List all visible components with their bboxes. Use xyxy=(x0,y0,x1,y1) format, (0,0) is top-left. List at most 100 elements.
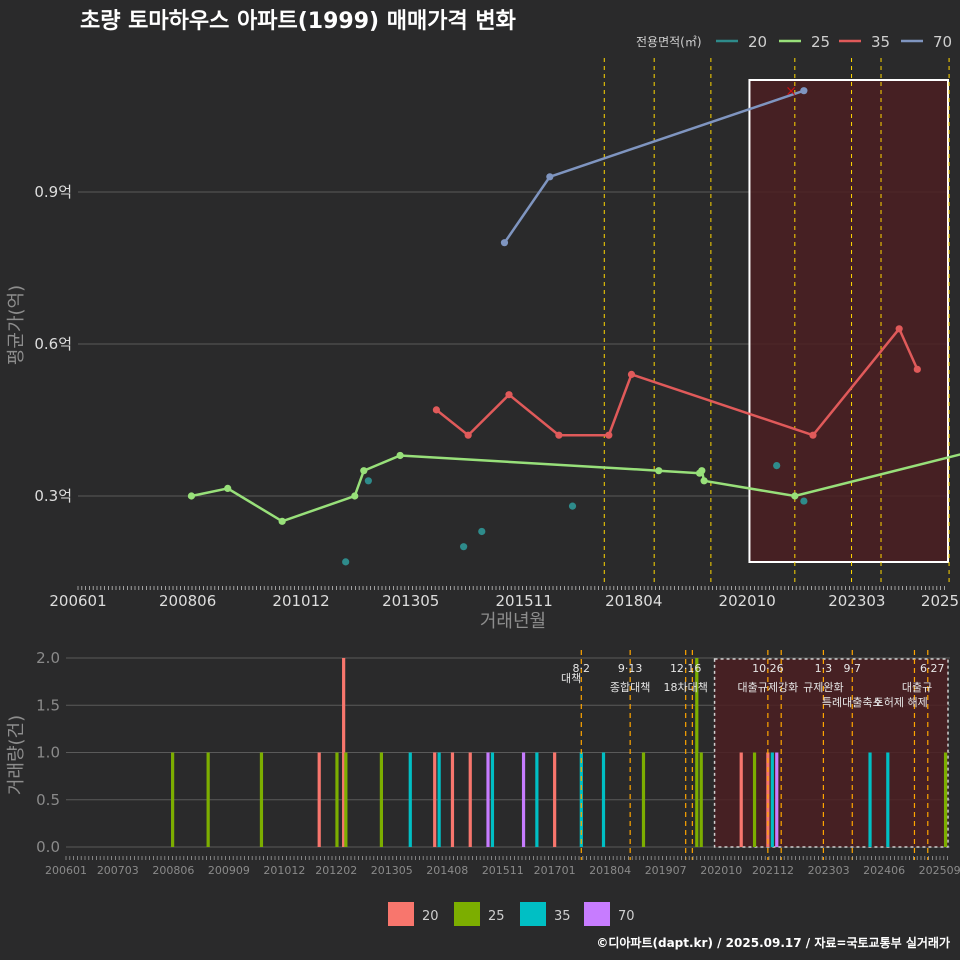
data-point-20 xyxy=(460,543,468,551)
volume-bar-25 xyxy=(206,752,210,847)
volume-bar-35 xyxy=(490,752,495,847)
x-tick-label: 202303 xyxy=(828,592,885,610)
legend-label-25: 25 xyxy=(488,909,505,924)
volume-bar-20 xyxy=(553,752,557,847)
price-panel: 0.3억 0.6억 0.9억 200601 200806 201012 201305 2015… xyxy=(6,58,960,632)
volume-bar-20 xyxy=(766,752,770,847)
data-point-25 xyxy=(187,492,196,500)
policy-name-label: 종합대책 xyxy=(610,681,650,694)
x-tick-label: 200601 xyxy=(49,592,106,610)
legend-swatch-25 xyxy=(454,902,480,926)
legend-label-70: 70 xyxy=(618,909,635,924)
volume-bar-35 xyxy=(579,752,583,847)
legend-label-70: 70 xyxy=(933,33,952,51)
data-point-25 xyxy=(700,477,708,485)
volume-bar-25 xyxy=(641,752,646,847)
x-tick-label: 201701 xyxy=(534,864,576,877)
y-tick-label: 0.5 xyxy=(36,791,60,809)
data-point-35 xyxy=(464,431,472,439)
x-tick-label: 200806 xyxy=(159,592,216,610)
x-tick-label: 200806 xyxy=(152,864,194,877)
volume-bar-25 xyxy=(943,752,948,847)
volume-bar-70 xyxy=(521,752,526,847)
legend-title: 전용면적(㎡) xyxy=(636,35,702,49)
highlight-region xyxy=(748,79,949,563)
latest-marker: × xyxy=(785,84,797,100)
legend-swatch-35 xyxy=(520,902,546,926)
policy-date-label: 10·26 xyxy=(752,662,784,675)
policy-name-label: 대책 xyxy=(561,672,581,685)
chart-title: 초량 토마하우스 아파트(1999) 매매가격 변화 xyxy=(80,9,516,34)
x-tick-label: 201804 xyxy=(589,864,631,877)
data-point-35 xyxy=(913,365,921,373)
x-tick-label: 201305 xyxy=(382,592,439,610)
legend-label-35: 35 xyxy=(554,909,571,924)
policy-date-label: 9·13 xyxy=(618,662,643,675)
policy-name-label: 대출규제강화 xyxy=(738,681,799,694)
volume-bar-20 xyxy=(342,658,346,847)
x-tick-label: 201202 xyxy=(315,864,357,877)
x-tick-label: 202509 xyxy=(919,864,960,877)
data-point-35 xyxy=(895,325,903,333)
data-point-20 xyxy=(342,558,350,566)
volume-bar-35 xyxy=(408,752,412,847)
x-tick-label: 201408 xyxy=(426,864,468,877)
x-tick-label: 201511 xyxy=(482,864,524,877)
data-point-20 xyxy=(800,497,808,505)
x-tick-label: 201804 xyxy=(605,592,662,610)
legend-label-35: 35 xyxy=(871,33,890,51)
volume-bar-20 xyxy=(433,752,437,847)
policy-date-label: 1·3 xyxy=(815,662,833,675)
volume-bar-35 xyxy=(868,752,872,847)
volume-bar-20 xyxy=(468,752,472,847)
data-point-70 xyxy=(800,87,808,95)
volume-bar-20 xyxy=(317,752,321,847)
y-tick-label: 1.0 xyxy=(36,744,60,762)
volume-bar-25 xyxy=(344,752,348,847)
policy-name-label: 토허제 해제 xyxy=(874,695,928,709)
y-tick-label: 0.9억 xyxy=(34,183,72,201)
data-point-25 xyxy=(655,467,663,475)
x-tick-label: 2025 xyxy=(921,592,959,610)
data-point-25 xyxy=(698,467,706,475)
x-tick-label: 202112 xyxy=(752,864,794,877)
policy-name-label: 대출규 xyxy=(902,681,932,694)
x-tick-label: 201012 xyxy=(272,592,329,610)
x-tick-label: 201012 xyxy=(263,864,305,877)
series-line-25 xyxy=(191,453,960,523)
x-tick-label: 202303 xyxy=(808,864,850,877)
volume-bar-35 xyxy=(535,752,539,847)
legend-swatch-20 xyxy=(388,902,414,926)
data-point-25 xyxy=(791,492,799,500)
data-point-35 xyxy=(605,431,613,439)
policy-name-label: 특례대출축소 xyxy=(822,696,883,709)
data-point-35 xyxy=(432,406,441,414)
x-tick-label: 200703 xyxy=(97,864,139,877)
volume-legend: 20 25 35 70 xyxy=(388,902,635,926)
legend-label-25: 25 xyxy=(811,33,830,51)
volume-bar-25 xyxy=(752,752,757,847)
x-tick-label: 201511 xyxy=(495,592,552,610)
legend-label-20: 20 xyxy=(422,909,439,924)
volume-bar-20 xyxy=(739,752,743,847)
area-legend: 전용면적(㎡) 20 25 35 70 xyxy=(636,33,952,51)
volume-bar-70 xyxy=(775,752,779,847)
data-point-25 xyxy=(278,517,286,525)
x-tick-label: 200909 xyxy=(208,864,250,877)
volume-bar-25 xyxy=(699,752,703,847)
volume-bar-35 xyxy=(437,752,441,847)
volume-panel: 0.0 0.5 1.0 1.5 2.0 8·2대책 9·13 종합대책 12·16 18차대책 10… xyxy=(6,649,960,877)
policy-name-label: 18차대책 xyxy=(664,681,708,694)
volume-bar-20 xyxy=(450,752,455,847)
volume-bar-70 xyxy=(486,752,490,847)
data-point-35 xyxy=(809,431,817,439)
footer-credit: ©디아파트(dapt.kr) / 2025.09.17 / 자료=국토교통부 실… xyxy=(596,935,950,950)
legend-swatch-70 xyxy=(584,902,610,926)
x-tick-label: 201305 xyxy=(371,864,413,877)
volume-bar-35 xyxy=(886,752,890,847)
x-tick-label: 201907 xyxy=(645,864,687,877)
y-tick-label: 1.5 xyxy=(36,696,60,714)
y-axis-title: 평균가(억) xyxy=(6,285,27,365)
data-point-70 xyxy=(500,239,509,247)
